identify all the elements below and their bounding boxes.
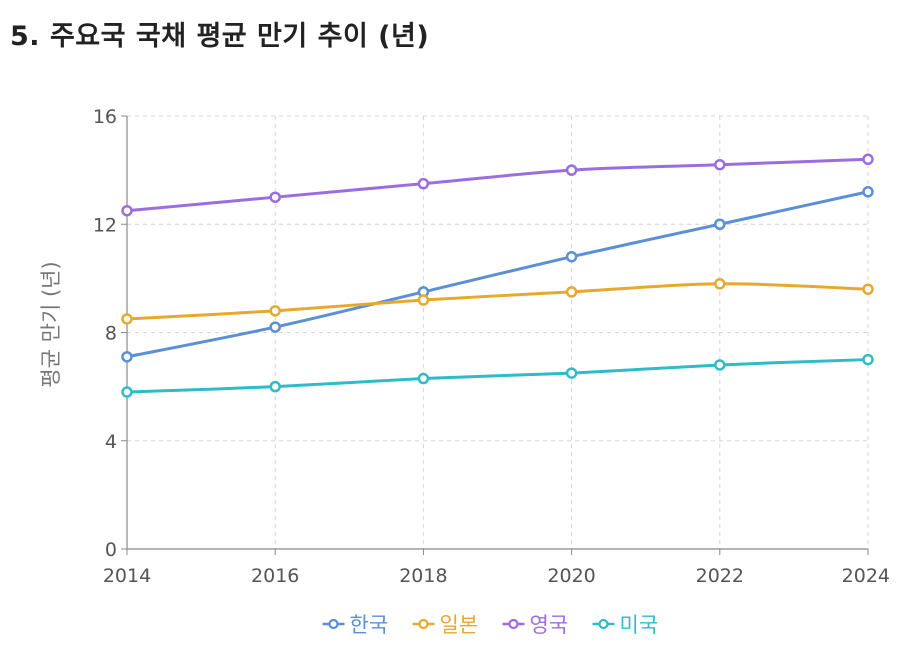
axes: 0 4 8 12 16 2014 2016 2018 2020 2022 2024 평균 만기 (년) — [39, 106, 890, 587]
data-point[interactable] — [862, 186, 874, 198]
data-point[interactable] — [417, 294, 430, 306]
grid-lines — [127, 115, 869, 549]
data-point[interactable] — [714, 359, 726, 371]
legend-swatch-marker — [418, 618, 429, 630]
series-1 — [121, 186, 874, 363]
legend-item[interactable]: 영국 — [502, 613, 569, 637]
data-point[interactable] — [269, 380, 281, 393]
data-point[interactable] — [417, 372, 430, 385]
legend-item[interactable]: 한국 — [322, 613, 389, 637]
series-3 — [121, 153, 874, 217]
data-point[interactable] — [565, 164, 578, 176]
data-point[interactable] — [417, 177, 430, 190]
data-point[interactable] — [862, 283, 874, 295]
x-tick-label: 2018 — [399, 565, 447, 587]
x-tick-label: 2022 — [696, 565, 744, 587]
legend-swatch-marker — [328, 618, 339, 630]
data-point[interactable] — [269, 305, 281, 317]
y-tick-label: 12 — [93, 214, 117, 236]
chart-title: 5. 주요국 국채 평균 만기 추이 (년) — [10, 21, 430, 52]
data-point[interactable] — [714, 278, 726, 290]
legend-label: 미국 — [620, 613, 659, 637]
series-line — [125, 358, 870, 394]
y-tick-label: 0 — [105, 539, 117, 561]
series-line — [125, 282, 870, 321]
data-point[interactable] — [862, 353, 874, 366]
y-axis-title: 평균 만기 (년) — [39, 261, 63, 387]
series-2 — [121, 278, 874, 325]
data-point[interactable] — [121, 313, 133, 325]
series-line — [125, 190, 870, 359]
legend-label: 한국 — [350, 613, 389, 637]
x-tick-label: 2020 — [547, 565, 595, 587]
data-point[interactable] — [565, 250, 578, 263]
legend-swatch-marker — [598, 618, 609, 630]
data-point[interactable] — [565, 286, 578, 298]
y-tick-label: 16 — [93, 106, 117, 128]
data-point[interactable] — [714, 158, 726, 171]
data-point[interactable] — [121, 204, 133, 217]
series-line — [125, 157, 870, 213]
legend-item[interactable]: 일본 — [412, 613, 479, 637]
legend-swatch-marker — [508, 618, 519, 630]
y-tick-label: 8 — [105, 323, 117, 345]
data-point[interactable] — [269, 321, 281, 333]
legend-label: 일본 — [440, 613, 479, 637]
data-point[interactable] — [121, 351, 133, 363]
x-tick-label: 2014 — [103, 565, 151, 587]
legend-item[interactable]: 미국 — [592, 613, 659, 637]
legend-label: 영국 — [530, 613, 569, 637]
data-point[interactable] — [714, 218, 726, 230]
series-lines — [121, 153, 874, 398]
x-tick-label: 2016 — [251, 565, 299, 587]
series-4 — [121, 353, 874, 398]
data-point[interactable] — [565, 367, 578, 379]
y-tick-label: 4 — [105, 431, 117, 453]
data-point[interactable] — [862, 153, 874, 166]
legend: 한국 일본 영국 미국 — [322, 613, 659, 637]
data-point[interactable] — [269, 191, 281, 203]
x-tick-label: 2024 — [842, 565, 890, 587]
data-point[interactable] — [121, 386, 133, 398]
